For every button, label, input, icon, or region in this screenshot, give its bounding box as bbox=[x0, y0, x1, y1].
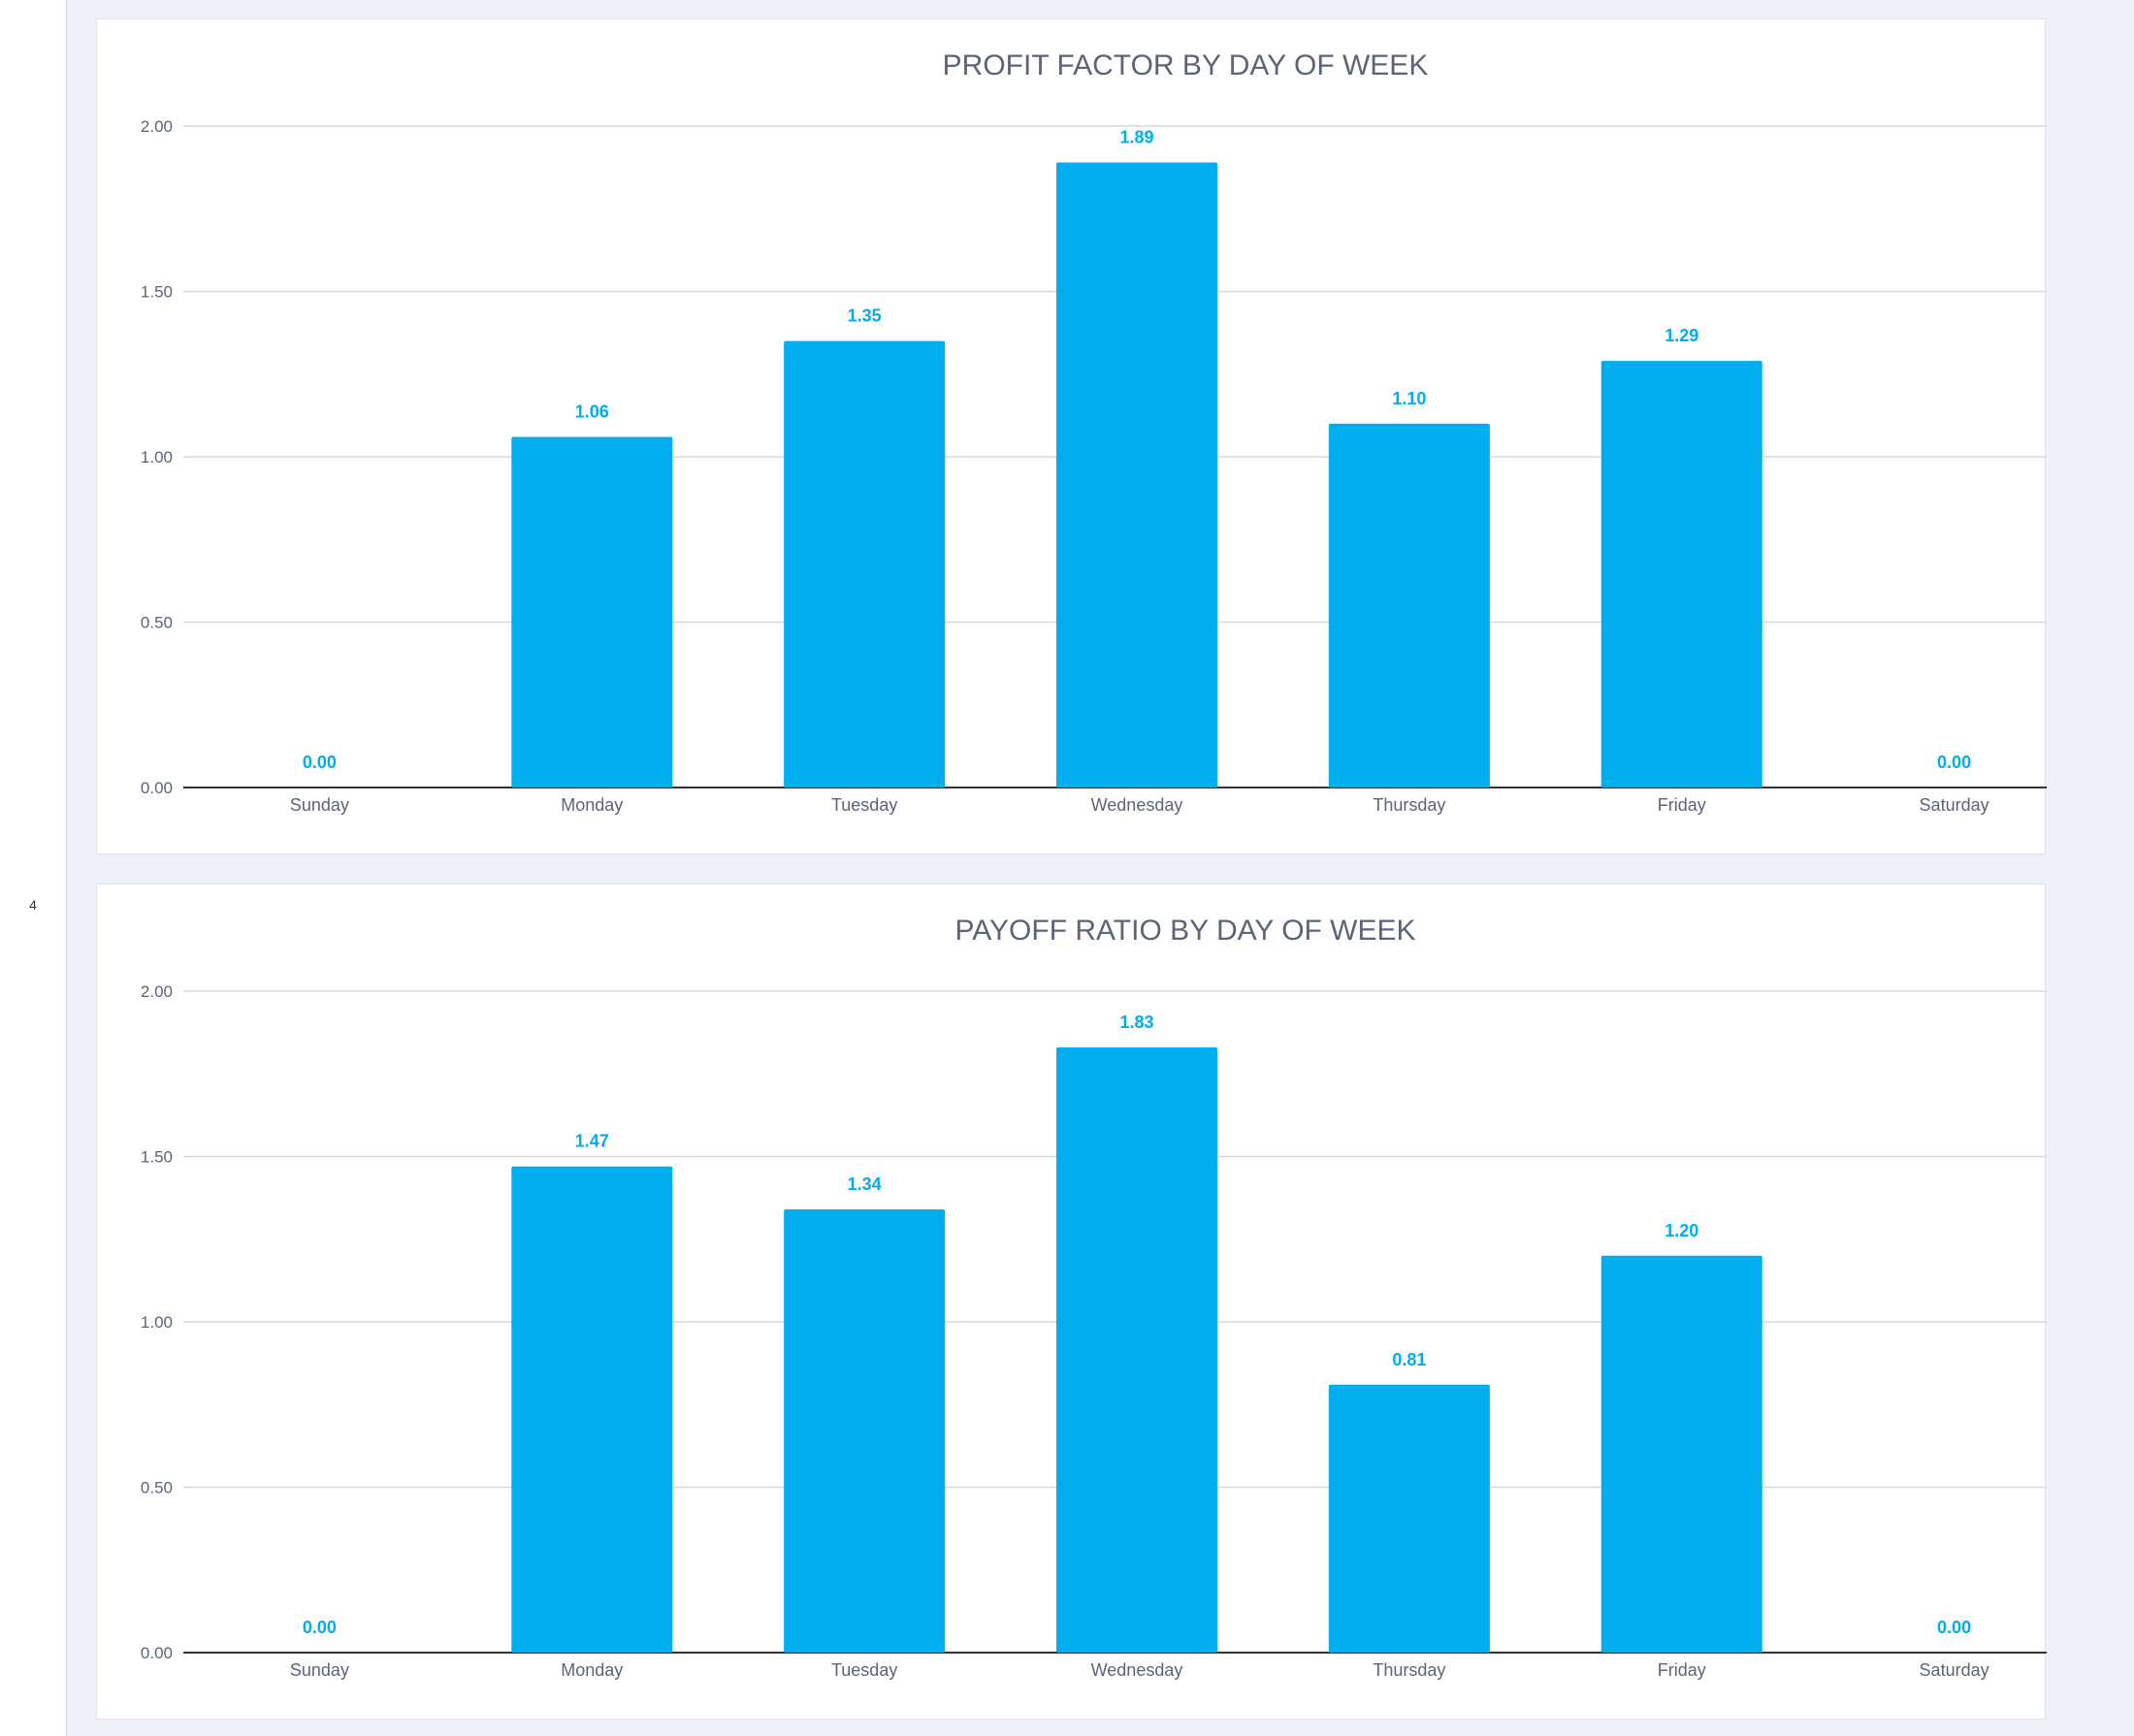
data-label-saturday: 0.00 bbox=[1937, 753, 1971, 772]
y-tick-label: 0.50 bbox=[141, 614, 173, 632]
x-tick-label-wednesday: Wednesday bbox=[1091, 1660, 1183, 1680]
data-label-sunday: 0.00 bbox=[303, 753, 337, 772]
y-tick-label: 0.00 bbox=[141, 779, 173, 797]
payoff-ratio-chart: PAYOFF RATIO BY DAY OF WEEK 0.00 0.50 1.00 1… bbox=[141, 915, 2047, 1680]
data-label-monday: 1.06 bbox=[575, 402, 609, 422]
y-tick-label: 1.00 bbox=[141, 448, 173, 466]
bar-wednesday bbox=[1056, 162, 1217, 788]
page-number: 4 bbox=[29, 897, 37, 913]
bar-tuesday bbox=[784, 340, 946, 788]
x-tick-label-thursday: Thursday bbox=[1373, 795, 1445, 815]
payoff-ratio-chart-card: PAYOFF RATIO BY DAY OF WEEK 0.00 0.50 1.00 1… bbox=[96, 884, 2047, 1720]
bar-wednesday bbox=[1056, 1046, 1217, 1653]
y-tick-label: 1.50 bbox=[141, 1148, 173, 1167]
x-tick-label-tuesday: Tuesday bbox=[831, 1660, 897, 1680]
x-tick-label-tuesday: Tuesday bbox=[831, 795, 897, 815]
y-tick-label: 1.50 bbox=[141, 283, 173, 302]
profit-factor-chart-card: PROFIT FACTOR BY DAY OF WEEK 0.00 0.50 1.00… bbox=[96, 18, 2047, 854]
data-label-friday: 1.29 bbox=[1665, 326, 1698, 345]
data-label-friday: 1.20 bbox=[1665, 1221, 1698, 1240]
bar-tuesday bbox=[784, 1209, 946, 1653]
y-tick-label: 0.00 bbox=[141, 1644, 173, 1662]
data-label-tuesday: 1.35 bbox=[848, 306, 882, 326]
y-tick-label: 2.00 bbox=[141, 982, 173, 1001]
x-tick-label-saturday: Saturday bbox=[1920, 1660, 1989, 1680]
data-label-saturday: 0.00 bbox=[1937, 1618, 1971, 1637]
data-label-wednesday: 1.89 bbox=[1119, 128, 1153, 147]
x-tick-label-wednesday: Wednesday bbox=[1091, 795, 1183, 815]
profit-factor-chart: PROFIT FACTOR BY DAY OF WEEK 0.00 0.50 1.00… bbox=[141, 49, 2047, 815]
data-label-monday: 1.47 bbox=[575, 1132, 609, 1151]
data-label-thursday: 0.81 bbox=[1392, 1350, 1426, 1369]
x-tick-label-thursday: Thursday bbox=[1373, 1660, 1445, 1680]
data-label-sunday: 0.00 bbox=[303, 1618, 337, 1637]
bar-friday bbox=[1600, 1255, 1762, 1653]
data-label-wednesday: 1.83 bbox=[1119, 1013, 1153, 1032]
bar-thursday bbox=[1328, 423, 1490, 788]
bar-friday bbox=[1600, 361, 1762, 788]
chart-title: PAYOFF RATIO BY DAY OF WEEK bbox=[954, 915, 1415, 947]
data-label-tuesday: 1.34 bbox=[848, 1174, 882, 1194]
data-label-thursday: 1.10 bbox=[1392, 389, 1426, 408]
x-tick-label-saturday: Saturday bbox=[1920, 795, 1989, 815]
left-gutter: 4 bbox=[0, 0, 67, 1736]
x-tick-label-sunday: Sunday bbox=[290, 1660, 349, 1680]
y-tick-label: 0.50 bbox=[141, 1479, 173, 1497]
x-tick-label-friday: Friday bbox=[1658, 1660, 1706, 1680]
bar-monday bbox=[511, 1166, 673, 1653]
x-tick-label-monday: Monday bbox=[561, 795, 623, 815]
chart-title: PROFIT FACTOR BY DAY OF WEEK bbox=[943, 49, 1429, 81]
x-tick-label-friday: Friday bbox=[1658, 795, 1706, 815]
y-tick-label: 1.00 bbox=[141, 1313, 173, 1332]
x-tick-label-sunday: Sunday bbox=[290, 795, 349, 815]
bar-monday bbox=[511, 436, 673, 788]
y-tick-label: 2.00 bbox=[141, 117, 173, 136]
x-tick-label-monday: Monday bbox=[561, 1660, 623, 1680]
bar-thursday bbox=[1328, 1384, 1490, 1653]
